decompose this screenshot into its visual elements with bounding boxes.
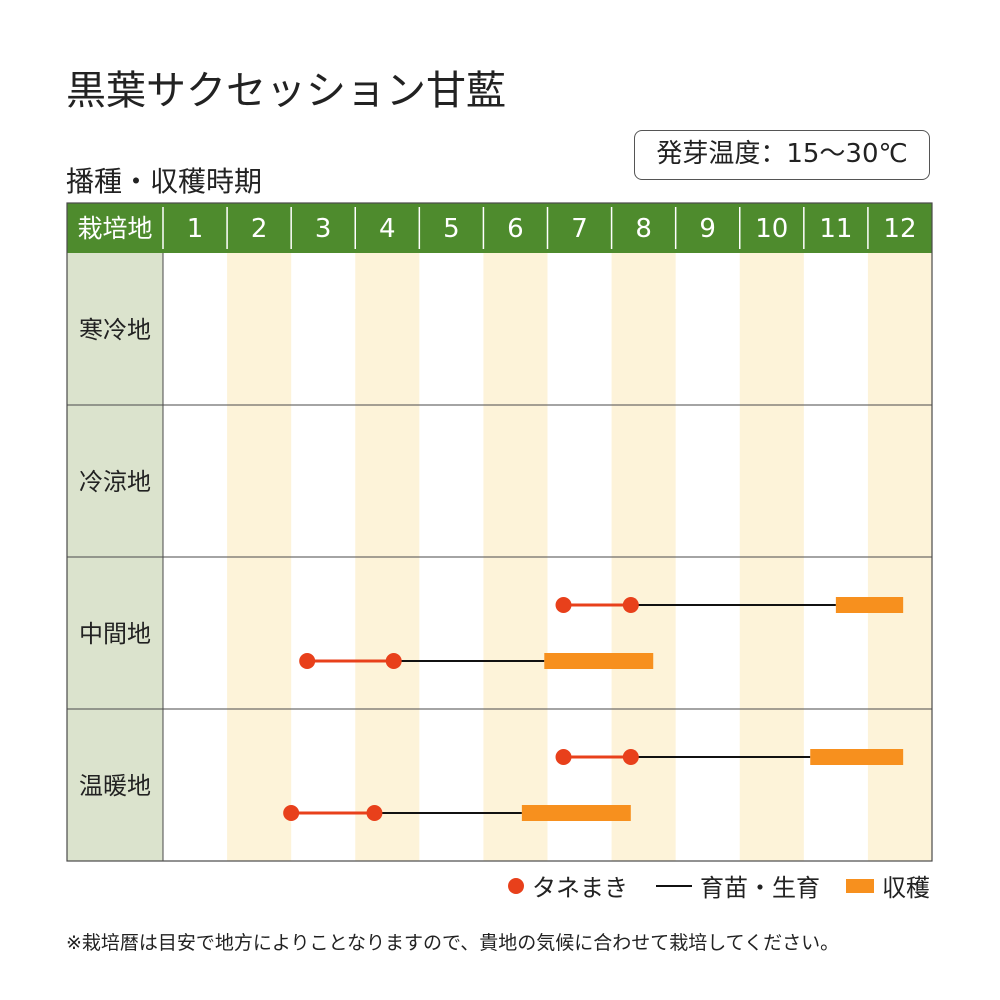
month-label-12: 12 bbox=[883, 214, 916, 244]
region-label-1: 寒冷地 bbox=[79, 316, 151, 344]
region-label-2: 冷涼地 bbox=[79, 468, 151, 496]
sowing-end-dot bbox=[366, 805, 383, 821]
sowing-end-dot bbox=[622, 597, 639, 613]
legend-sowing-label: タネまき bbox=[532, 874, 628, 902]
month-label-3: 3 bbox=[315, 214, 332, 244]
sowing-start-dot bbox=[555, 597, 572, 613]
sowing-start-dot bbox=[555, 749, 572, 765]
harvest-bar bbox=[544, 653, 654, 669]
sowing-start-dot bbox=[299, 653, 316, 669]
legend-harvest-label: 収穫 bbox=[882, 874, 930, 902]
month-label-1: 1 bbox=[187, 214, 204, 244]
footnote: ※栽培暦は目安で地方によりことなりますので、貴地の気候に合わせて栽培してください… bbox=[66, 932, 840, 954]
sowing-start-dot bbox=[283, 805, 300, 821]
germination-temperature-badge: 発芽温度：15〜30℃ bbox=[634, 130, 930, 180]
sowing-end-dot bbox=[622, 749, 639, 765]
page-title: 黒葉サクセッション甘藍 bbox=[66, 68, 506, 114]
month-label-8: 8 bbox=[635, 214, 652, 244]
harvest-bar-icon bbox=[846, 878, 874, 893]
month-label-10: 10 bbox=[755, 214, 788, 244]
harvest-bar bbox=[810, 749, 904, 765]
month-label-6: 6 bbox=[507, 214, 524, 244]
month-label-4: 4 bbox=[379, 214, 396, 244]
legend-sowing: タネまき bbox=[508, 868, 628, 903]
legend-harvest: 収穫 bbox=[846, 868, 930, 903]
month-label-7: 7 bbox=[571, 214, 588, 244]
month-label-2: 2 bbox=[251, 214, 268, 244]
harvest-bar bbox=[521, 805, 631, 821]
month-label-9: 9 bbox=[699, 214, 716, 244]
month-label-11: 11 bbox=[819, 214, 852, 244]
region-label-3: 中間地 bbox=[79, 620, 151, 648]
sowing-end-dot bbox=[385, 653, 402, 669]
chart-border bbox=[66, 202, 933, 862]
harvest-bar bbox=[835, 597, 904, 613]
header-row bbox=[67, 203, 932, 253]
month-label-5: 5 bbox=[443, 214, 460, 244]
legend-growing-label: 育苗・生育 bbox=[700, 874, 820, 902]
header-corner-label: 栽培地 bbox=[77, 214, 152, 243]
sowing-dot-icon bbox=[508, 877, 524, 894]
growing-line-icon bbox=[656, 884, 692, 887]
chart-subtitle: 播種・収穫時期 bbox=[66, 165, 263, 198]
legend-growing: 育苗・生育 bbox=[656, 868, 820, 903]
region-label-4: 温暖地 bbox=[79, 772, 151, 800]
